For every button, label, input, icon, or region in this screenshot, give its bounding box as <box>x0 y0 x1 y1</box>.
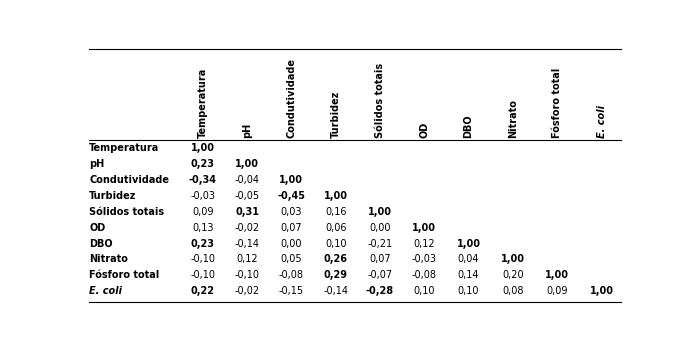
Text: 0,10: 0,10 <box>458 286 480 296</box>
Text: 1,00: 1,00 <box>501 255 525 264</box>
Text: -0,28: -0,28 <box>366 286 394 296</box>
Text: 0,10: 0,10 <box>325 238 346 249</box>
Text: Fósforo total: Fósforo total <box>552 67 562 138</box>
Text: 0,29: 0,29 <box>324 270 348 280</box>
Text: E. coli: E. coli <box>597 105 606 138</box>
Text: -0,08: -0,08 <box>279 270 304 280</box>
Text: Condutividade: Condutividade <box>89 175 169 185</box>
Text: Fósforo total: Fósforo total <box>89 270 159 280</box>
Text: -0,05: -0,05 <box>234 191 260 201</box>
Text: Nitrato: Nitrato <box>89 255 128 264</box>
Text: E. coli: E. coli <box>89 286 122 296</box>
Text: -0,07: -0,07 <box>367 270 392 280</box>
Text: -0,04: -0,04 <box>234 175 260 185</box>
Text: 1,00: 1,00 <box>235 159 259 169</box>
Text: 0,22: 0,22 <box>191 286 215 296</box>
Text: 0,12: 0,12 <box>414 238 435 249</box>
Text: 1,00: 1,00 <box>590 286 613 296</box>
Text: 0,16: 0,16 <box>325 207 346 217</box>
Text: 0,09: 0,09 <box>192 207 213 217</box>
Text: 0,23: 0,23 <box>191 159 215 169</box>
Text: 0,00: 0,00 <box>281 238 302 249</box>
Text: -0,45: -0,45 <box>277 191 306 201</box>
Text: -0,02: -0,02 <box>234 286 260 296</box>
Text: Sólidos totais: Sólidos totais <box>375 62 385 138</box>
Text: 0,03: 0,03 <box>281 207 302 217</box>
Text: 0,09: 0,09 <box>547 286 568 296</box>
Text: DBO: DBO <box>464 114 473 138</box>
Text: 1,00: 1,00 <box>545 270 569 280</box>
Text: 0,00: 0,00 <box>369 223 391 233</box>
Text: OD: OD <box>419 121 429 138</box>
Text: -0,10: -0,10 <box>191 270 216 280</box>
Text: -0,34: -0,34 <box>188 175 217 185</box>
Text: 0,13: 0,13 <box>192 223 213 233</box>
Text: -0,10: -0,10 <box>191 255 216 264</box>
Text: -0,08: -0,08 <box>412 270 437 280</box>
Text: 0,23: 0,23 <box>191 238 215 249</box>
Text: -0,14: -0,14 <box>323 286 348 296</box>
Text: 1,00: 1,00 <box>324 191 348 201</box>
Text: 0,05: 0,05 <box>281 255 302 264</box>
Text: 1,00: 1,00 <box>279 175 304 185</box>
Text: Turbidez: Turbidez <box>331 90 341 138</box>
Text: 0,14: 0,14 <box>458 270 480 280</box>
Text: 0,10: 0,10 <box>414 286 435 296</box>
Text: -0,15: -0,15 <box>279 286 304 296</box>
Text: 0,12: 0,12 <box>236 255 258 264</box>
Text: 1,00: 1,00 <box>191 143 215 153</box>
Text: 0,20: 0,20 <box>502 270 524 280</box>
Text: 0,04: 0,04 <box>458 255 480 264</box>
Text: 1,00: 1,00 <box>412 223 437 233</box>
Text: 0,08: 0,08 <box>502 286 524 296</box>
Text: -0,03: -0,03 <box>191 191 216 201</box>
Text: -0,21: -0,21 <box>367 238 392 249</box>
Text: 0,07: 0,07 <box>281 223 302 233</box>
Text: 1,00: 1,00 <box>368 207 392 217</box>
Text: DBO: DBO <box>89 238 113 249</box>
Text: -0,10: -0,10 <box>234 270 260 280</box>
Text: 0,06: 0,06 <box>325 223 346 233</box>
Text: OD: OD <box>89 223 105 233</box>
Text: pH: pH <box>89 159 105 169</box>
Text: -0,03: -0,03 <box>412 255 437 264</box>
Text: -0,02: -0,02 <box>234 223 260 233</box>
Text: Condutividade: Condutividade <box>286 58 297 138</box>
Text: 0,26: 0,26 <box>324 255 348 264</box>
Text: Sólidos totais: Sólidos totais <box>89 207 164 217</box>
Text: Temperatura: Temperatura <box>198 67 208 138</box>
Text: 0,31: 0,31 <box>235 207 259 217</box>
Text: 0,07: 0,07 <box>369 255 391 264</box>
Text: 1,00: 1,00 <box>457 238 481 249</box>
Text: Turbidez: Turbidez <box>89 191 137 201</box>
Text: Nitrato: Nitrato <box>508 99 518 138</box>
Text: pH: pH <box>242 122 252 138</box>
Text: Temperatura: Temperatura <box>89 143 159 153</box>
Text: -0,14: -0,14 <box>234 238 260 249</box>
